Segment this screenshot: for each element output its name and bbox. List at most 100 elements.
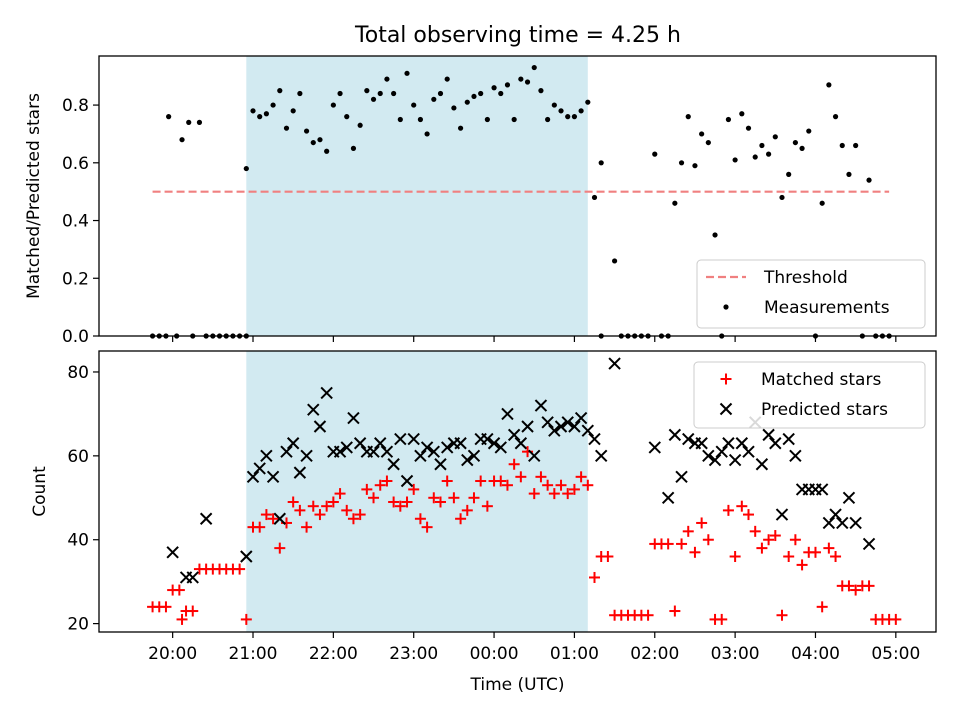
matched-star-point — [160, 601, 172, 613]
matched-star-point — [816, 601, 828, 613]
matched-star-point — [736, 500, 748, 512]
measurement-point — [511, 116, 517, 123]
marker-stroke — [494, 441, 507, 454]
measurements-legend-marker — [723, 304, 729, 310]
measurement-point — [832, 114, 839, 120]
predicted-star-point — [387, 458, 400, 471]
predicted-star-point — [789, 449, 802, 463]
measurement-point — [591, 194, 598, 201]
measurement-point — [866, 177, 872, 183]
measurement-point — [263, 111, 269, 117]
measurement-point — [565, 114, 571, 120]
measurement-point — [411, 102, 417, 108]
marker-stroke — [842, 491, 856, 504]
predicted-star-point — [702, 449, 715, 463]
predicted-star-point — [507, 428, 521, 442]
predicted-star-point — [648, 441, 661, 454]
marker-stroke — [414, 449, 427, 463]
predicted-star-point — [367, 445, 380, 458]
matched-star-point — [542, 479, 554, 491]
predicted-star-point — [849, 516, 862, 530]
measurement-point — [598, 160, 604, 166]
marker-stroke — [440, 441, 454, 454]
predicted-star-point — [708, 453, 722, 467]
measurement-point — [357, 122, 363, 128]
matched-star-point — [361, 483, 373, 495]
measurement-point — [310, 139, 316, 146]
predicted-star-point — [594, 449, 608, 463]
measurement-point — [297, 90, 303, 97]
measurement-point — [819, 200, 825, 206]
matched-star-point — [716, 613, 728, 625]
measurement-point — [317, 137, 323, 143]
measurement-point — [799, 145, 805, 151]
predicted-star-point — [608, 357, 621, 370]
predicted-star-point — [668, 428, 682, 442]
bottom-panel: 20 40 60 80 20:00 21:00 22:00 23:00 00:00 01:00 02… — [30, 350, 937, 695]
measurement-point — [364, 88, 370, 94]
measurement-point — [277, 88, 283, 94]
matched-star-point — [756, 542, 768, 554]
marker-stroke — [260, 449, 273, 463]
bottom-y-axis-label: Count — [30, 466, 50, 517]
marker-stroke — [769, 437, 782, 450]
predicted-star-point — [286, 437, 300, 450]
predicted-star-point — [695, 437, 708, 450]
matched-star-point — [669, 605, 681, 617]
matched-star-point — [515, 471, 527, 483]
measurement-points — [149, 64, 892, 339]
predicted-star-point — [836, 516, 849, 530]
marker-stroke — [789, 449, 802, 463]
marker-stroke — [454, 437, 467, 450]
measurement-point — [457, 125, 464, 131]
matched-star-point — [749, 525, 761, 537]
matched-star-point — [830, 551, 842, 563]
predicted-star-point — [541, 416, 554, 429]
matched-star-point — [394, 500, 406, 512]
matched-star-point — [374, 479, 386, 491]
matched-star-point — [314, 509, 326, 521]
y-tick-label: 0.4 — [62, 212, 89, 232]
measurement-point — [732, 157, 738, 163]
measurement-point — [257, 114, 263, 120]
measurement-point — [839, 142, 845, 149]
predicted-star-point — [333, 445, 347, 458]
predicted-star-point — [862, 537, 876, 551]
matched-star-point — [254, 521, 266, 533]
measurement-point — [484, 116, 490, 123]
marker-stroke — [353, 437, 367, 450]
measurement-point — [290, 108, 296, 114]
matched-star-point — [327, 496, 339, 508]
matched-star-point — [274, 542, 286, 554]
measurement-point — [404, 70, 410, 76]
measurement-point — [397, 116, 403, 123]
x-tick-label: 04:00 — [791, 644, 840, 664]
predicted-star-point — [461, 453, 474, 467]
y-tick-label: 60 — [67, 447, 89, 467]
marker-stroke — [682, 432, 695, 446]
matched-star-point — [562, 488, 574, 500]
marker-stroke — [481, 432, 494, 446]
matched-star-point — [776, 609, 788, 621]
matched-star-point — [743, 509, 755, 521]
predicted-star-point — [822, 516, 836, 530]
matched-star-point — [267, 513, 279, 525]
predicted-star-point — [166, 546, 179, 559]
top-y-axis-label: Matched/Predicted stars — [24, 93, 44, 299]
measurement-point — [498, 90, 504, 97]
predicted-star-point — [782, 432, 795, 446]
measurement-point — [806, 128, 812, 134]
matched-star-point — [783, 551, 795, 563]
measurement-point — [766, 151, 772, 157]
marker-stroke — [307, 403, 320, 416]
marker-stroke — [387, 458, 400, 471]
predicted-star-point — [380, 445, 394, 458]
predicted-star-point — [246, 470, 260, 484]
predicted-star-point — [574, 411, 588, 425]
predicted-star-point — [501, 407, 514, 421]
predicted-star-point — [273, 512, 286, 525]
matched-star-point — [769, 530, 781, 542]
observing-window-span — [246, 56, 588, 336]
matched-star-point — [260, 509, 272, 521]
